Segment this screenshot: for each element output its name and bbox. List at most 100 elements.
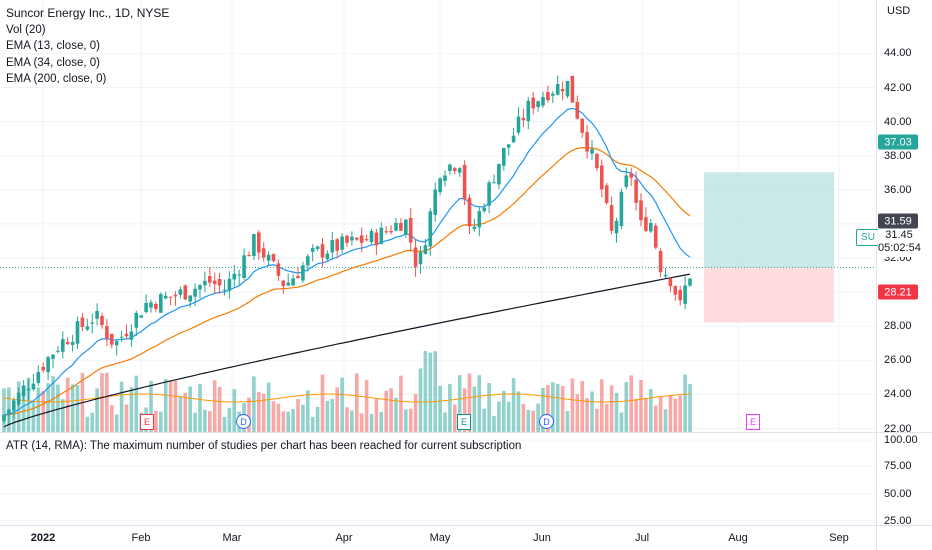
volume-bar — [526, 409, 531, 432]
candle-body — [511, 135, 516, 143]
volume-bar — [310, 416, 315, 432]
volume-bar — [536, 403, 540, 432]
volume-bar — [404, 409, 408, 432]
volume-bar — [90, 412, 94, 432]
last-price-value: 31.45 — [885, 229, 913, 241]
volume-bar — [639, 379, 643, 432]
price-axis-tick: 22.00 — [884, 422, 912, 435]
candle-body — [580, 118, 584, 133]
candle-body — [521, 117, 526, 121]
candle-body — [565, 80, 570, 97]
price-axis-tick: 38.00 — [884, 149, 912, 162]
indicator-vol[interactable]: Vol (20) — [6, 23, 46, 36]
volume-bar — [678, 395, 682, 432]
candle-body — [639, 200, 643, 221]
volume-bar — [590, 391, 594, 432]
time-axis-tick: Jul — [634, 532, 650, 544]
candle-body — [516, 116, 521, 133]
volume-bar — [252, 376, 256, 432]
volume-bar — [448, 384, 452, 432]
candle-body — [325, 253, 330, 260]
volume-bar — [560, 385, 565, 432]
dividend-event-icon[interactable]: D — [236, 414, 251, 429]
candle-body — [585, 132, 589, 152]
volume-bar — [276, 403, 281, 432]
pane-divider[interactable] — [0, 432, 932, 433]
currency-label[interactable]: USD — [887, 5, 911, 17]
volume-bar — [443, 412, 447, 432]
candle-body — [443, 175, 447, 181]
time-axis-tick: Mar — [222, 532, 242, 544]
volume-bar — [56, 384, 60, 432]
atr-pane[interactable] — [0, 433, 876, 525]
candle-body — [217, 279, 222, 286]
candle-body — [482, 207, 486, 212]
volume-bar — [183, 392, 188, 432]
candle-body — [624, 175, 629, 187]
candle-body — [310, 248, 315, 252]
candle-body — [90, 322, 94, 324]
volume-bar — [551, 382, 555, 432]
candle-body — [163, 295, 168, 299]
time-axis-tick: Feb — [131, 532, 151, 544]
candle-body — [7, 409, 11, 415]
volume-bar — [374, 398, 379, 432]
price-chart[interactable] — [0, 0, 876, 432]
volume-bar — [119, 381, 124, 432]
volume-bar — [502, 390, 506, 432]
candle-body — [183, 285, 188, 300]
volume-bar — [188, 386, 192, 432]
candle-body — [80, 317, 85, 327]
earnings-event-icon[interactable]: E — [746, 414, 760, 430]
candle-body — [649, 223, 653, 232]
candle-body — [154, 303, 158, 310]
volume-bar — [644, 398, 648, 432]
symbol-title[interactable]: Suncor Energy Inc., 1D, NYSE — [6, 6, 170, 20]
candle-body — [457, 168, 462, 173]
indicator-ema13[interactable]: EMA (13, close, 0) — [6, 40, 100, 52]
volume-bar — [379, 411, 384, 432]
candle-body — [16, 392, 21, 405]
indicator-ema200[interactable]: EMA (200, close, 0) — [6, 73, 107, 85]
volume-bar — [575, 394, 580, 432]
candle-body — [506, 144, 511, 148]
volume-bar — [570, 378, 575, 432]
dividend-event-icon[interactable]: D — [539, 414, 554, 429]
bar-countdown: 05:02:54 — [878, 242, 921, 254]
candle-body — [359, 235, 364, 243]
candle-body — [673, 286, 678, 295]
volume-bar — [178, 395, 183, 432]
volume-bar — [198, 384, 202, 432]
candle-body — [364, 239, 369, 241]
price-chart-pane[interactable] — [0, 0, 876, 432]
atr-axis-tick: 100.00 — [884, 434, 918, 446]
indicator-ema34[interactable]: EMA (34, close, 0) — [6, 56, 100, 69]
volume-bar — [399, 375, 403, 432]
candle-body — [453, 168, 457, 171]
price-axis-tick: 24.00 — [884, 388, 912, 401]
earnings-event-icon[interactable]: E — [140, 414, 154, 430]
candle-body — [237, 274, 241, 276]
volume-bar — [668, 395, 673, 432]
volume-bar — [624, 381, 629, 432]
candle-body — [399, 222, 403, 231]
volume-bar — [467, 373, 472, 432]
volume-bar — [168, 380, 173, 432]
candle-body — [644, 217, 648, 231]
earnings-event-icon[interactable]: E — [457, 414, 471, 430]
atr-study-message: ATR (14, RMA): The maximum number of stu… — [6, 440, 522, 452]
candle-body — [389, 231, 393, 233]
candle-body — [134, 312, 139, 328]
candle-body — [555, 84, 560, 95]
candle-body — [266, 254, 271, 261]
candle-body — [144, 303, 148, 313]
volume-bar — [340, 377, 344, 432]
candle-body — [232, 273, 237, 280]
candle-body — [159, 294, 163, 313]
volume-bar — [595, 408, 599, 432]
volume-bar — [335, 387, 339, 432]
price-axis-divider — [876, 0, 877, 550]
candle-body — [355, 237, 359, 240]
price-axis-tick: 26.00 — [884, 354, 912, 367]
volume-bar — [301, 404, 305, 432]
